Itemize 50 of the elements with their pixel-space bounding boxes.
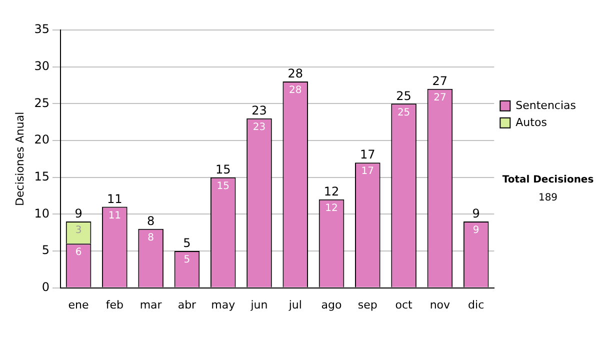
x-tick-label: jul — [288, 298, 302, 312]
x-tick-label: jun — [250, 298, 268, 312]
x-tick-label: oct — [395, 298, 414, 312]
total-label: 8 — [147, 214, 155, 228]
y-axis-title: Decisiones Anual — [13, 112, 26, 206]
x-tick-label: ago — [321, 298, 342, 312]
legend-label: Autos — [516, 116, 548, 129]
total-label: 9 — [74, 206, 82, 221]
x-tick-label: may — [211, 298, 236, 312]
data-label: 9 — [472, 225, 480, 236]
y-tick-label: 10 — [34, 206, 50, 220]
data-label: 8 — [148, 232, 154, 244]
y-tick-label: 0 — [42, 280, 50, 294]
total-label: 12 — [324, 184, 340, 199]
data-label: 27 — [434, 92, 446, 104]
y-tick-label: 20 — [34, 132, 50, 147]
total-label: 9 — [472, 206, 480, 221]
data-label: 25 — [397, 107, 410, 118]
x-tick-label: nov — [430, 298, 451, 312]
x-tick-label: mar — [140, 298, 162, 312]
data-label: 12 — [325, 203, 338, 214]
data-label: 3 — [75, 225, 82, 236]
total-label: 23 — [252, 104, 267, 118]
y-tick-label: 25 — [34, 96, 50, 110]
data-label: 6 — [75, 247, 82, 258]
text: 189 — [538, 192, 558, 204]
x-tick-label: dic — [468, 298, 484, 312]
x-tick-label: feb — [106, 298, 124, 312]
y-tick-label: 30 — [34, 58, 50, 73]
total-label: 11 — [107, 192, 122, 206]
data-label: 15 — [216, 180, 230, 192]
x-tick-label: sep — [358, 298, 378, 312]
data-label: 28 — [289, 85, 302, 96]
x-tick-label: abr — [178, 298, 197, 312]
data-label: 17 — [361, 166, 374, 178]
total-label: 25 — [396, 88, 412, 103]
total-label: 27 — [432, 74, 448, 88]
y-tick-label: 15 — [34, 169, 50, 184]
total-label: 15 — [215, 162, 231, 176]
x-tick-label: ene — [68, 298, 90, 312]
y-tick-label: 35 — [34, 22, 50, 36]
total-label: 28 — [288, 66, 304, 81]
total-label: 5 — [183, 236, 191, 250]
data-label: 11 — [108, 210, 122, 222]
text: Total Decisiones — [502, 174, 594, 186]
data-label: 5 — [184, 254, 190, 266]
total-label: 17 — [360, 148, 376, 162]
data-label: 23 — [252, 122, 266, 133]
legend-label: Sentencias — [516, 98, 576, 112]
y-tick-label: 5 — [42, 243, 50, 258]
